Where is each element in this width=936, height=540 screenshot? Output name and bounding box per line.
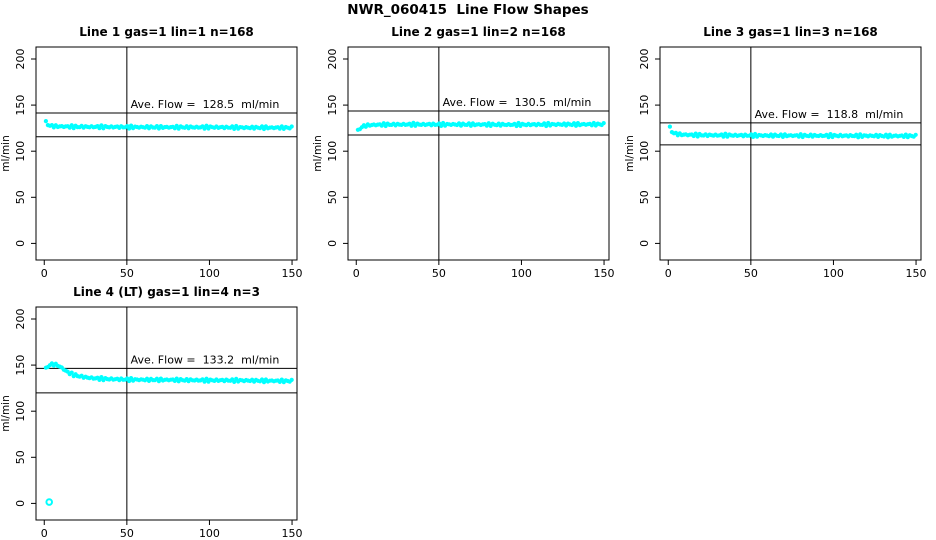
y-tick-label: 100 [326,141,339,162]
data-point [544,123,549,129]
y-tick-label: 50 [14,450,27,464]
y-tick-label: 150 [638,95,651,116]
y-axis-label: ml/min [624,135,636,171]
x-tick-label: 150 [282,527,303,540]
panel-title: Line 4 (LT) gas=1 lin=4 n=3 [73,285,260,299]
y-tick-label: 200 [326,48,339,69]
data-point [667,124,672,129]
x-tick-label: 50 [432,267,446,280]
x-tick-label: 0 [665,267,672,280]
x-tick-label: 0 [41,267,48,280]
data-point [913,132,918,137]
y-axis-label: ml/min [0,395,12,431]
panel-3-plot: Line 3 gas=1 lin=3 n=168 0 50 100 150 0 50 100 1… [624,25,927,280]
data-point [99,123,104,128]
panel-line-1: Line 1 gas=1 lin=1 n=168 0 50 100 150 0 50 100 1… [0,20,312,280]
y-tick-label: 0 [326,240,339,247]
panel-line-3: Line 3 gas=1 lin=3 n=168 0 50 100 150 0 50 100 1… [624,20,936,280]
data-point [69,370,74,375]
y-tick-label: 50 [326,190,339,204]
panel-title: Line 3 gas=1 lin=3 n=168 [703,25,878,39]
data-point [289,124,294,129]
y-tick-label: 200 [14,308,27,329]
x-tick-label: 100 [511,267,532,280]
panel-title: Line 1 gas=1 lin=1 n=168 [79,25,254,39]
data-series [667,124,918,140]
outlier-point [45,498,54,506]
avg-flow-annotation: Ave. Flow = 133.2 ml/min [131,353,280,366]
x-tick-label: 150 [906,267,927,280]
y-tick-label: 0 [14,500,27,507]
plot-box [659,46,922,261]
panel-4-plot: Line 4 (LT) gas=1 lin=4 n=3 0 50 100 150 0 50 1… [0,285,303,540]
x-tick-label: 50 [120,267,134,280]
data-series [355,120,606,132]
data-point [514,123,519,129]
data-point [232,379,237,384]
figure-title: NWR_060415 Line Flow Shapes [347,2,589,18]
data-point [826,135,831,140]
x-tick-label: 50 [744,267,758,280]
avg-flow-annotation: Ave. Flow = 118.8 ml/min [755,108,904,121]
x-tick-label: 150 [282,267,303,280]
data-point [856,135,861,140]
y-tick-label: 50 [638,190,651,204]
x-tick-label: 150 [594,267,615,280]
data-point [723,131,728,136]
avg-flow-annotation: Ave. Flow = 130.5 ml/min [443,96,592,109]
y-tick-label: 150 [14,355,27,376]
x-tick-label: 50 [120,527,134,540]
x-tick-label: 100 [823,267,844,280]
y-tick-label: 100 [14,141,27,162]
avg-flow-annotation: Ave. Flow = 128.5 ml/min [131,98,280,111]
y-axis-label: ml/min [0,135,12,171]
x-tick-label: 0 [41,527,48,540]
plot-box [35,306,298,521]
plot-box [35,46,298,261]
y-axis-label: ml/min [312,135,324,171]
data-point [289,377,294,382]
data-point [99,375,104,380]
y-tick-label: 0 [14,240,27,247]
panel-line-2: Line 2 gas=1 lin=2 n=168 0 50 100 150 0 50 100 1… [312,20,624,280]
panel-line-4: Line 4 (LT) gas=1 lin=4 n=3 0 50 100 150 0 50 1… [0,280,312,540]
y-tick-label: 50 [14,190,27,204]
panel-1-plot: Line 1 gas=1 lin=1 n=168 0 50 100 150 0 50 100 1… [0,25,303,280]
data-point [601,121,606,126]
data-point [43,119,49,124]
x-tick-label: 100 [199,527,220,540]
x-tick-label: 0 [353,267,360,280]
data-series [43,119,294,132]
panel-title: Line 2 gas=1 lin=2 n=168 [391,25,566,39]
y-tick-label: 150 [326,95,339,116]
plot-box [347,46,610,261]
y-tick-label: 100 [638,141,651,162]
y-tick-label: 200 [638,48,651,69]
panel-2-plot: Line 2 gas=1 lin=2 n=168 0 50 100 150 0 50 100 1… [312,25,615,280]
y-tick-label: 200 [14,48,27,69]
y-tick-label: 100 [14,401,27,422]
x-tick-label: 100 [199,267,220,280]
data-series [43,361,294,385]
y-tick-label: 150 [14,95,27,116]
y-tick-label: 0 [638,240,651,247]
